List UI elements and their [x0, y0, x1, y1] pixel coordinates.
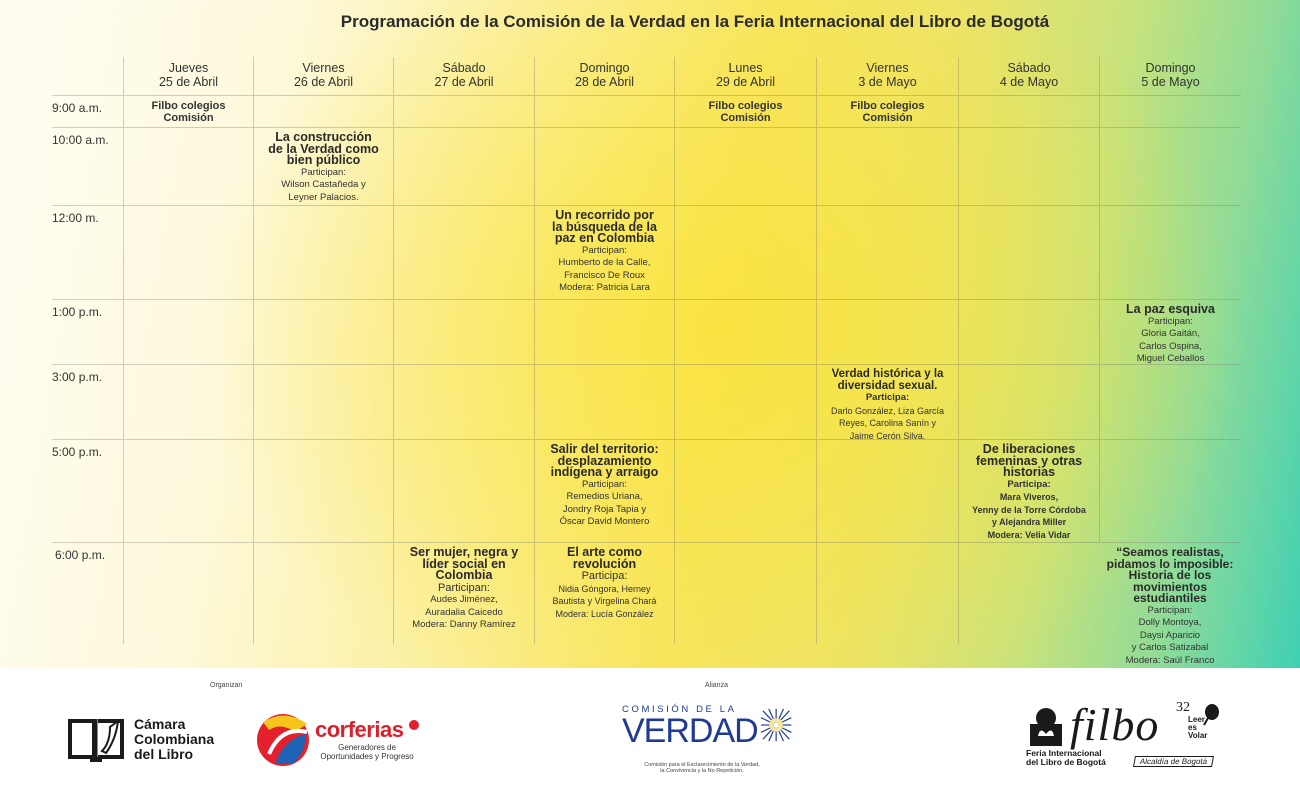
event-filbo-colegios: Filbo colegios Comisión	[816, 96, 958, 127]
time-row: 3:00 p.m. Verdad histórica y la diversida…	[52, 364, 1241, 441]
day-header: Jueves 25 de Abril	[123, 57, 253, 95]
event-verdad-historica: Verdad histórica y la diversidad sexual. …	[816, 365, 958, 441]
day-header: Lunes 29 de Abril	[674, 57, 816, 95]
day-header: Viernes 26 de Abril	[253, 57, 393, 95]
reader-silhouette-icon	[1030, 708, 1062, 746]
schedule-poster: Programación de la Comisión de la Verdad…	[0, 0, 1300, 668]
event-filbo-colegios: Filbo colegios Comisión	[123, 96, 253, 127]
time-row: 1:00 p.m. La paz esquiva Participan: Glo…	[52, 299, 1241, 364]
leer-es-volar: Leer es Volar	[1188, 715, 1208, 740]
day-header: Sábado 27 de Abril	[393, 57, 534, 95]
time-row: 5:00 p.m. Salir del territorio: desplazam…	[52, 439, 1241, 542]
event-salir-territorio: Salir del territorio: desplazamiento indíg…	[534, 440, 674, 542]
time-row: 12:00 m. Un recorrido por la búsqueda de …	[52, 205, 1241, 299]
open-book-icon	[68, 718, 124, 762]
time-row: 6:00 p.m. Ser mujer, negra y líder social…	[52, 542, 1241, 666]
alcaldia-badge: Alcaldía de Bogotá	[1133, 756, 1215, 767]
day-header: Domingo 28 de Abril	[534, 57, 674, 95]
event-construccion-verdad: La construcción de la Verdad como bien púb…	[253, 128, 393, 205]
day-header: Domingo 5 de Mayo	[1099, 57, 1241, 95]
event-liberaciones-femeninas: De liberaciones femeninas y otras historia…	[958, 440, 1099, 542]
corferias-wordmark: corferias	[315, 717, 420, 743]
event-arte-revolucion: El arte como revolución Participa: Nidia …	[534, 543, 674, 644]
sponsors-footer: Organizan Alianza Cámara Colombiana del …	[0, 668, 1300, 795]
alianza-label: Alianza	[705, 682, 728, 689]
event-paz-esquiva: La paz esquiva Participan: Gloria Gaitán…	[1099, 300, 1241, 364]
camara-colombiana-logo: Cámara Colombiana del Libro	[66, 713, 214, 765]
day-header: Sábado 4 de Mayo	[958, 57, 1099, 95]
corferias-logo: corferias Generadores de Oportunidades y…	[255, 710, 420, 768]
day-header: Viernes 3 de Mayo	[816, 57, 958, 95]
event-seamos-realistas: “Seamos realistas, pidamos lo imposible: H…	[1106, 545, 1234, 666]
time-row: 9:00 a.m. Filbo colegios Comisión Filbo c…	[52, 95, 1241, 127]
event-ser-mujer-negra: Ser mujer, negra y líder social en Colombi…	[393, 543, 534, 644]
comision-verdad-logo: COMISIÓN DE LA VERDAD Comisión para el	[622, 690, 792, 774]
event-recorrido-paz: Un recorrido por la búsqueda de la paz en …	[534, 206, 674, 299]
sunburst-icon	[760, 708, 792, 742]
corferias-emblem-icon	[257, 714, 309, 766]
organizan-label: Organizan	[210, 682, 243, 689]
event-filbo-colegios: Filbo colegios Comisión	[674, 96, 816, 127]
time-row: 10:00 a.m. La construcción de la Verdad c…	[52, 127, 1241, 205]
page-title: Programación de la Comisión de la Verdad…	[340, 12, 1050, 31]
filbo-logo: filbo 32 Leer es Volar Feria Internacion…	[1026, 699, 1226, 782]
microphone-icon	[1203, 704, 1219, 726]
schedule-grid: Jueves 25 de Abril Viernes 26 de Abril Sáb…	[52, 57, 1241, 666]
day-header-row: Jueves 25 de Abril Viernes 26 de Abril Sáb…	[52, 57, 1241, 95]
